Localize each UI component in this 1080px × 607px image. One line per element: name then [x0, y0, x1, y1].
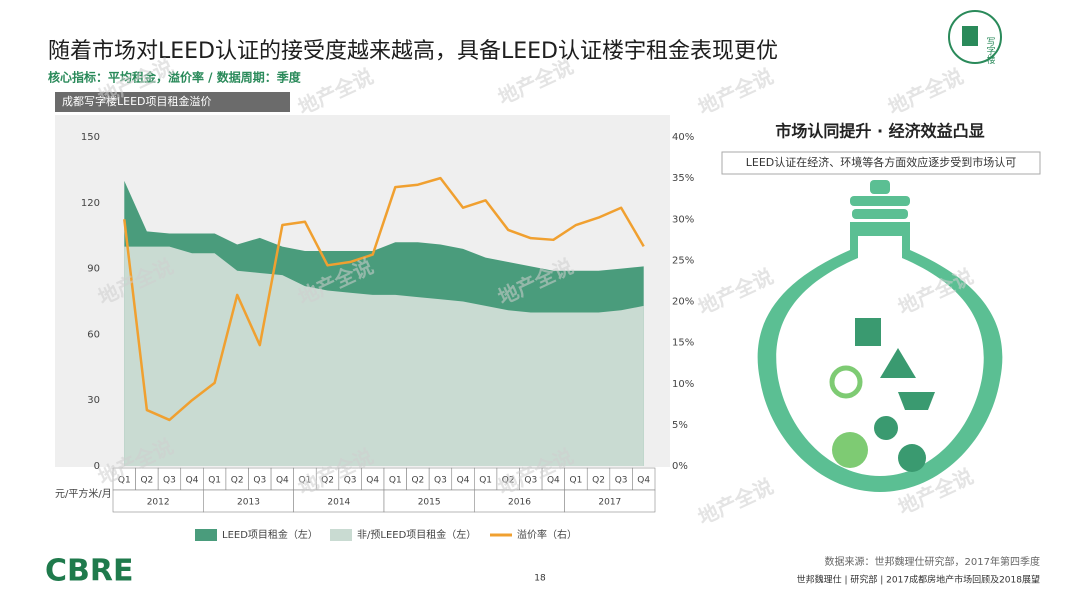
x-tick-label: Q3	[615, 476, 628, 486]
panel-text-box	[721, 151, 1041, 175]
icon-globe	[898, 444, 926, 472]
watermark: 地产全说	[694, 474, 777, 530]
x-tick-label: Q1	[299, 476, 312, 486]
x-tick-label: Q1	[389, 476, 402, 486]
x-tick-label: Q2	[411, 476, 424, 486]
x-tick-label: Q3	[253, 476, 266, 486]
chart-label-box	[55, 92, 290, 112]
year-label: 2013	[237, 498, 260, 508]
x-tick-label: Q1	[479, 476, 492, 486]
area	[124, 246, 644, 466]
logo: CBRE	[45, 554, 133, 589]
year-label: 2015	[418, 498, 441, 508]
watermark: 地产全说	[694, 64, 777, 120]
subtitle: 核心指标：平均租金，溢价率 / 数据周期：季度	[48, 70, 302, 85]
y2-tick-label: 25%	[672, 255, 694, 266]
icon-building	[962, 26, 978, 46]
y2-tick-label: 5%	[672, 420, 688, 431]
legend-label: 非/预LEED项目租金（左）	[357, 528, 476, 541]
slide-title: 随着市场对LEED认证的接受度越来越高，具备LEED认证楼宇租金表现更优	[48, 39, 778, 64]
bulb-cap	[850, 196, 910, 206]
year-label: 2017	[598, 498, 621, 508]
y-axis-label: 元/平方米/月	[55, 487, 112, 500]
icon-label: 写字楼	[985, 37, 996, 65]
source: 数据来源：世邦魏理仕研究部，2017年第四季度	[825, 555, 1040, 568]
y2-tick-label: 0%	[672, 461, 688, 472]
x-tick-label: Q2	[502, 476, 515, 486]
y-tick-label: 120	[81, 198, 100, 209]
watermark: 地产全说	[294, 64, 377, 120]
panel-text: LEED认证在经济、环境等各方面效应逐步受到市场认可	[746, 155, 1017, 169]
year-label: 2016	[508, 498, 531, 508]
x-tick-label: Q4	[276, 476, 289, 486]
chart-title: 成都写字楼LEED项目租金溢价	[62, 94, 212, 108]
x-tick-label: Q2	[592, 476, 605, 486]
x-tick-label: Q3	[524, 476, 537, 486]
y-tick-label: 60	[87, 329, 100, 340]
x-tick-label: Q3	[434, 476, 447, 486]
legend-swatch	[195, 529, 217, 541]
y2-tick-label: 20%	[672, 297, 694, 308]
x-tick-label: Q4	[366, 476, 379, 486]
panel-title: 市场认同提升 · 经济效益凸显	[775, 122, 984, 141]
legend-swatch	[330, 529, 352, 541]
icon-cycle	[829, 365, 863, 399]
x-tick-label: Q2	[231, 476, 244, 486]
x-tick-label: Q1	[118, 476, 131, 486]
x-tick-label: Q4	[637, 476, 650, 486]
x-tick-label: Q3	[344, 476, 357, 486]
y-tick-label: 90	[87, 264, 100, 275]
x-tick-label: Q1	[570, 476, 583, 486]
legend-label: LEED项目租金（左）	[222, 528, 318, 541]
y-tick-label: 150	[81, 132, 100, 143]
line	[123, 176, 645, 422]
bulb-cap	[852, 209, 908, 219]
x-tick-label: Q1	[208, 476, 221, 486]
y-tick-label: 30	[87, 395, 100, 406]
footer: 世邦魏理仕 | 研究部 | 2017成都房地产市场回顾及2018展望	[797, 574, 1040, 586]
y2-tick-label: 35%	[672, 173, 694, 184]
y2-tick-label: 15%	[672, 338, 694, 349]
year-box	[564, 489, 656, 513]
watermark: 地产全说	[694, 264, 777, 320]
x-tick-label: Q4	[547, 476, 560, 486]
y2-tick-label: 30%	[672, 214, 694, 225]
x-tick-label: Q4	[186, 476, 199, 486]
y2-tick-label: 10%	[672, 379, 694, 390]
x-tick-label: Q4	[457, 476, 470, 486]
year-label: 2014	[327, 498, 350, 508]
page-number: 18	[534, 574, 546, 584]
icon-plug	[874, 416, 898, 440]
watermark: 地产全说	[884, 64, 967, 120]
x-tick-label: Q2	[140, 476, 153, 486]
bulb-glass	[776, 236, 984, 476]
icon-house	[880, 348, 916, 378]
icon-recycle	[832, 432, 868, 468]
icon-handshake	[898, 392, 935, 410]
x-tick-label: Q3	[163, 476, 176, 486]
bulb	[757, 180, 1003, 492]
icon-city	[855, 318, 881, 346]
plot: 0 30 60 90 120 150 0% 5% 10% 15% 20% 25% 30% 35% 40% Q1…	[81, 132, 694, 541]
legend-label: 溢价率（右）	[517, 528, 577, 541]
year-label: 2012	[147, 498, 170, 508]
bulb-tip	[870, 180, 890, 194]
y2-tick-label: 40%	[672, 132, 694, 143]
y-tick-label: 0	[94, 461, 100, 472]
icon-ring	[948, 10, 1002, 64]
x-tick-label: Q2	[321, 476, 334, 486]
